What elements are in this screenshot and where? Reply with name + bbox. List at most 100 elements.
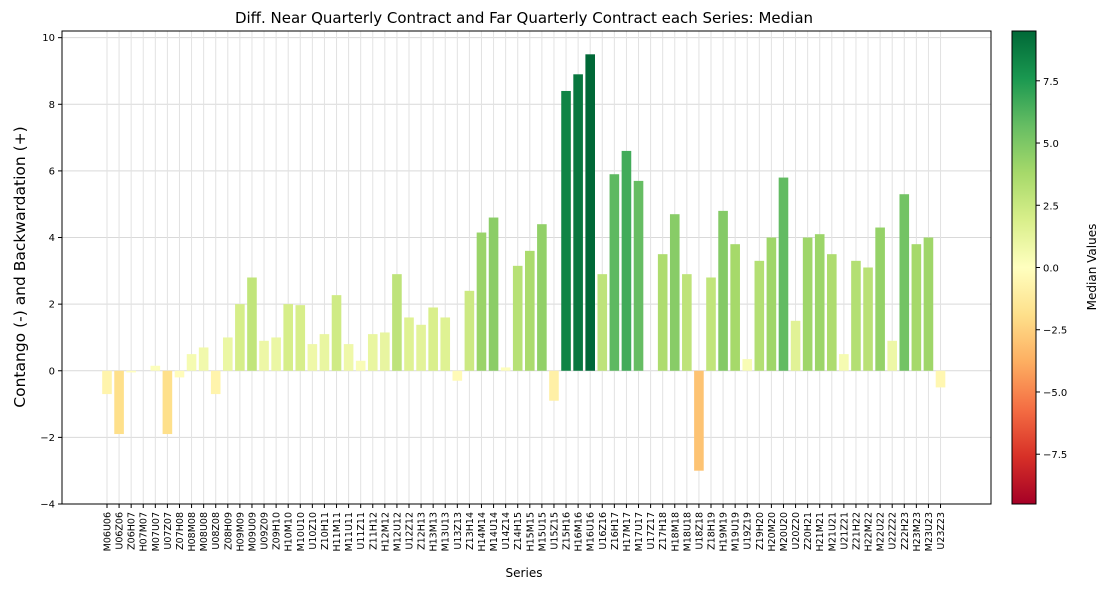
x-tick-label: Z06H07 (127, 512, 138, 550)
x-tick-label: M13U13 (441, 512, 452, 551)
x-tick-label: U23Z23 (936, 512, 947, 550)
colorbar-gradient (1011, 30, 1037, 505)
colorbar-tick-label: 2.5 (1043, 201, 1059, 212)
x-tick-label: U08Z08 (211, 512, 222, 550)
x-tick-label: H13M13 (429, 512, 440, 552)
x-tick-label: M18U18 (682, 512, 693, 551)
bar-H20M20 (766, 237, 777, 371)
bar-Z11H12 (367, 334, 378, 371)
bar-Z13H14 (464, 290, 475, 371)
x-tick-label: M12U12 (392, 512, 403, 551)
bar-Z09H10 (271, 337, 281, 371)
x-tick-label: M07U07 (151, 512, 162, 551)
bar-Z08H09 (223, 337, 233, 371)
x-tick-label: U09Z09 (260, 512, 271, 550)
bar-U07Z07 (162, 370, 173, 435)
x-tick-label: Z08H09 (223, 512, 234, 550)
bar-M09U09 (247, 277, 257, 371)
bar-U21Z21 (839, 354, 849, 371)
bar-U13Z13 (452, 370, 463, 381)
bars (102, 54, 946, 471)
x-tick-label: M06U06 (103, 512, 114, 551)
bar-H16M16 (573, 74, 583, 371)
x-tick-label: H08M08 (187, 512, 198, 552)
colorbar-tick-label: −7.5 (1043, 450, 1067, 461)
plot-frame (61, 30, 992, 505)
x-tick-label: Z09H10 (272, 512, 283, 550)
bar-U08Z08 (210, 370, 221, 395)
x-tick-label: M23U23 (924, 512, 935, 551)
colorbar-ticks: −7.5 −5.0 −2.5 0.0 2.5 5.0 7.5 (1036, 77, 1067, 461)
x-tick-label: M15U15 (537, 512, 548, 551)
bar-M20U20 (778, 177, 789, 371)
bar-U10Z10 (307, 344, 318, 371)
x-tick-label: Z10H11 (320, 512, 331, 550)
x-tick-label: U18Z18 (694, 512, 705, 550)
colorbar-tick-label: −5.0 (1043, 388, 1067, 399)
x-tick-label: H18M18 (670, 512, 681, 552)
x-tick-label: U12Z12 (405, 512, 416, 550)
x-tick-label: H15M15 (525, 512, 536, 552)
x-tick-label: H09M09 (235, 512, 246, 552)
bar-M15U15 (537, 224, 547, 371)
bar-Z16H17 (609, 174, 620, 371)
x-tick-label: Z15H16 (562, 512, 573, 550)
bar-H22M22 (863, 267, 873, 371)
bar-M13U13 (440, 317, 451, 371)
x-tick-label: Z19H20 (755, 512, 766, 550)
bar-H08M08 (186, 354, 197, 371)
colorbar: −7.5 −5.0 −2.5 0.0 2.5 5.0 7.5 Median Values (1011, 30, 1099, 505)
x-tick-label: Z17H18 (658, 512, 669, 550)
bar-M22U22 (875, 227, 885, 371)
colorbar-tick-label: 5.0 (1043, 139, 1059, 150)
bar-U06Z06 (114, 370, 124, 435)
bar-Z20H21 (802, 237, 813, 371)
bar-H10M10 (283, 304, 293, 371)
bar-H11M11 (331, 295, 342, 371)
y-tick-label: 8 (49, 100, 55, 111)
x-tick-label: U22Z22 (888, 512, 899, 550)
x-tick-label: H12M12 (380, 512, 391, 552)
bar-M08U08 (198, 347, 209, 371)
bar-Z19H20 (754, 260, 765, 371)
bar-H13M13 (428, 307, 438, 371)
bar-U23Z23 (935, 370, 946, 388)
x-tick-label: M09U09 (247, 512, 258, 551)
bar-U11Z11 (355, 360, 366, 371)
x-tick-label: U19Z19 (743, 512, 754, 550)
bar-M21U21 (827, 254, 837, 371)
x-tick-label: U06Z06 (115, 512, 126, 550)
x-tick-label: M21U21 (827, 512, 838, 551)
y-tick-label: 4 (49, 233, 55, 244)
bar-H14M14 (476, 232, 487, 371)
chart-title: Diff. Near Quarterly Contract and Far Qu… (235, 9, 813, 27)
bar-M07U07 (150, 365, 161, 371)
bar-U18Z18 (694, 370, 704, 471)
x-tick-label: M19U19 (731, 512, 742, 551)
x-tick-label: H11M11 (332, 512, 343, 552)
colorbar-tick-label: 0.0 (1043, 264, 1059, 275)
bar-M11U11 (343, 344, 354, 371)
y-axis: −4 −2 0 2 4 6 8 10 (40, 33, 62, 511)
x-tick-label: H17M17 (622, 512, 633, 552)
x-tick-label: Z16H17 (610, 512, 621, 550)
x-tick-label: H07M07 (139, 512, 150, 552)
bar-U12Z12 (404, 317, 414, 371)
bar-U15Z15 (549, 370, 559, 401)
bar-U20Z20 (790, 320, 801, 371)
bar-M06U06 (102, 370, 112, 395)
x-tick-label: U11Z11 (356, 512, 367, 550)
x-tick-label: Z22H23 (900, 512, 911, 550)
bar-M23U23 (923, 237, 934, 371)
bar-H15M15 (525, 250, 535, 371)
x-tick-label: H16M16 (574, 512, 585, 552)
x-tick-label: Z18H19 (707, 512, 718, 550)
x-tick-label: U21Z21 (839, 512, 850, 550)
bar-Z18H19 (706, 277, 716, 371)
bar-U19Z19 (742, 359, 753, 371)
x-tick-label: H21M21 (815, 512, 826, 552)
bar-Z17H18 (657, 254, 668, 371)
colorbar-tick-label: 7.5 (1043, 77, 1059, 88)
x-tick-label: M14U14 (489, 512, 500, 551)
